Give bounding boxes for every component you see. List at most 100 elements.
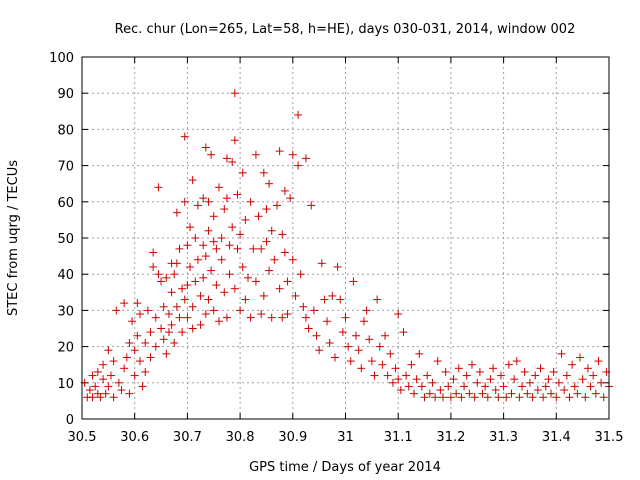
data-point <box>230 136 239 145</box>
data-point <box>394 375 403 384</box>
data-point <box>101 389 110 398</box>
data-point <box>259 168 268 177</box>
data-point <box>486 375 495 384</box>
data-point <box>188 302 197 311</box>
data-point <box>236 306 245 315</box>
data-point <box>88 393 97 402</box>
data-point <box>125 389 134 398</box>
data-point <box>222 154 231 163</box>
data-point <box>146 353 155 362</box>
data-point <box>307 201 316 210</box>
data-point <box>491 386 500 395</box>
data-point <box>149 262 158 271</box>
data-point <box>109 357 118 366</box>
data-point <box>146 328 155 337</box>
data-point <box>172 208 181 217</box>
data-point <box>188 176 197 185</box>
data-points <box>80 89 613 402</box>
data-point <box>262 237 271 246</box>
data-point <box>96 393 105 402</box>
data-point <box>404 382 413 391</box>
data-point <box>301 313 310 322</box>
data-point <box>386 349 395 358</box>
data-point <box>402 371 411 380</box>
data-point <box>241 215 250 224</box>
data-point <box>178 284 187 293</box>
data-point <box>162 349 171 358</box>
data-point <box>104 382 113 391</box>
data-point <box>599 393 608 402</box>
data-point <box>164 310 173 319</box>
data-point <box>209 212 218 221</box>
data-point <box>531 371 540 380</box>
data-point <box>333 262 342 271</box>
plot-frame <box>81 56 610 420</box>
x-axis-label: GPS time / Days of year 2014 <box>249 460 441 475</box>
data-point <box>283 310 292 319</box>
data-point <box>191 277 200 286</box>
data-point <box>341 313 350 322</box>
data-point <box>475 367 484 376</box>
data-point <box>423 371 432 380</box>
data-point <box>294 110 303 119</box>
data-point <box>220 205 229 214</box>
data-point <box>228 157 237 166</box>
data-point <box>489 364 498 373</box>
data-point <box>209 237 218 246</box>
data-point <box>280 186 289 195</box>
data-point <box>241 295 250 304</box>
data-point <box>301 154 310 163</box>
data-point <box>431 393 440 402</box>
data-point <box>528 393 537 402</box>
data-point <box>120 299 129 308</box>
data-point <box>473 378 482 387</box>
data-point <box>180 197 189 206</box>
data-point <box>325 338 334 347</box>
x-tick-label: 31.4 <box>542 430 571 445</box>
data-point <box>533 386 542 395</box>
y-tick-label: 0 <box>66 413 74 428</box>
data-point <box>228 223 237 232</box>
data-point <box>249 244 258 253</box>
data-point <box>159 335 168 344</box>
data-point <box>394 310 403 319</box>
data-point <box>251 277 260 286</box>
data-point <box>557 349 566 358</box>
y-tick-label: 80 <box>57 123 74 138</box>
data-point <box>436 386 445 395</box>
data-point <box>172 259 181 268</box>
data-point <box>259 291 268 300</box>
data-point <box>278 313 287 322</box>
data-point <box>365 335 374 344</box>
data-point <box>154 270 163 279</box>
data-point <box>251 150 260 159</box>
data-point <box>164 328 173 337</box>
data-point <box>88 371 97 380</box>
data-point <box>454 364 463 373</box>
data-point <box>157 277 166 286</box>
data-point <box>512 357 521 366</box>
data-point <box>502 393 511 402</box>
data-point <box>180 295 189 304</box>
data-point <box>481 382 490 391</box>
data-point <box>135 357 144 366</box>
data-point <box>441 367 450 376</box>
data-point <box>396 386 405 395</box>
data-point <box>207 266 216 275</box>
data-point <box>446 393 455 402</box>
data-point <box>125 338 134 347</box>
data-point <box>133 331 142 340</box>
data-point <box>354 346 363 355</box>
y-tick-label: 100 <box>49 51 74 66</box>
data-point <box>425 389 434 398</box>
y-axis-label: STEC from uqrg / TECUs <box>6 160 21 316</box>
data-point <box>112 306 121 315</box>
data-point <box>349 277 358 286</box>
data-point <box>407 360 416 369</box>
data-point <box>478 389 487 398</box>
y-tick-label: 50 <box>57 232 74 247</box>
data-point <box>143 306 152 315</box>
data-point <box>539 393 548 402</box>
data-point <box>317 259 326 268</box>
data-point <box>591 389 600 398</box>
